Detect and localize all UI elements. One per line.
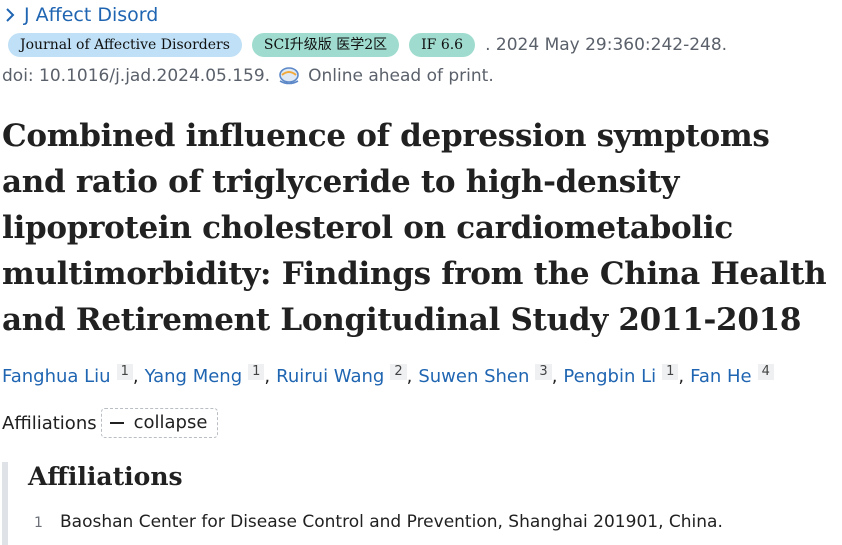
author-separator: , [264, 366, 271, 387]
article-title: Combined influence of depression symptom… [2, 118, 827, 338]
affiliation-text: Baoshan Center for Disease Control and P… [60, 512, 723, 532]
author-link[interactable]: Suwen Shen [418, 366, 530, 387]
author-link[interactable]: Fan He [690, 366, 752, 387]
journal-nav-link[interactable]: J Affect Disord [4, 4, 158, 26]
doi-row: doi: 10.1016/j.jad.2024.05.159. Online a… [2, 66, 494, 86]
affiliation-superscript[interactable]: 4 [757, 364, 774, 380]
collapse-affiliations-button[interactable]: collapse [100, 408, 219, 438]
author-link[interactable]: Ruirui Wang [276, 366, 385, 387]
affiliations-heading: Affiliations [28, 462, 183, 491]
affiliations-panel: Affiliations 1 Baoshan Center for Diseas… [2, 462, 842, 545]
affiliation-superscript[interactable]: 1 [116, 364, 133, 380]
author-link[interactable]: Yang Meng [144, 366, 243, 387]
affiliation-superscript[interactable]: 3 [535, 364, 552, 380]
affiliations-toggle-row: Affiliations collapse [2, 408, 219, 438]
affiliation-number: 1 [34, 515, 43, 531]
author-separator: , [132, 366, 139, 387]
author-link[interactable]: Fanghua Liu [2, 366, 111, 387]
author-list: Fanghua Liu 1, Yang Meng 1, Ruirui Wang 2, Suw… [2, 364, 774, 387]
journal-badge[interactable]: Journal of Affective Disorders [8, 33, 242, 57]
author-separator: , [551, 366, 558, 387]
affiliation-superscript[interactable]: 1 [662, 364, 679, 380]
affiliation-superscript[interactable]: 2 [390, 364, 407, 380]
author-separator: , [406, 366, 413, 387]
doi-text: doi: 10.1016/j.jad.2024.05.159. [2, 66, 271, 86]
chevron-right-icon [6, 8, 15, 22]
impact-factor-badge[interactable]: IF 6.6 [409, 33, 476, 57]
sci-rank-badge[interactable]: SCI升级版 医学2区 [251, 33, 400, 57]
minus-icon [109, 421, 124, 424]
affiliation-superscript[interactable]: 1 [248, 364, 265, 380]
affiliation-item: 1 Baoshan Center for Disease Control and… [34, 512, 723, 532]
citation-text: . 2024 May 29:360:242-248. [485, 35, 728, 55]
collapse-button-label: collapse [133, 412, 208, 433]
badge-row: Journal of Affective Disorders SCI升级版 医学… [8, 33, 727, 57]
journal-nav-label: J Affect Disord [24, 4, 159, 26]
affiliations-label: Affiliations [2, 412, 97, 434]
publication-status: Online ahead of print. [308, 66, 494, 86]
author-separator: , [678, 366, 685, 387]
author-link[interactable]: Pengbin Li [563, 366, 657, 387]
online-publication-icon [279, 67, 299, 85]
